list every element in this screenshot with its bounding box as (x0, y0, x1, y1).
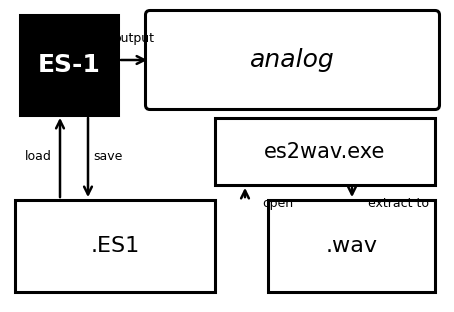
Text: open: open (262, 197, 293, 210)
Bar (215, 118, 435, 185)
Text: save: save (94, 150, 123, 163)
Text: extract to: extract to (368, 197, 429, 210)
Text: ES-1: ES-1 (38, 53, 100, 77)
Bar (15, 200, 215, 292)
Text: es2wav.exe: es2wav.exe (264, 142, 386, 162)
Bar (20, 15, 118, 115)
Text: output: output (114, 32, 154, 45)
Text: .wav: .wav (326, 236, 377, 256)
Text: load: load (25, 150, 51, 163)
Bar (268, 200, 435, 292)
Text: .ES1: .ES1 (90, 236, 140, 256)
FancyBboxPatch shape (145, 11, 439, 110)
Text: analog: analog (250, 48, 335, 72)
